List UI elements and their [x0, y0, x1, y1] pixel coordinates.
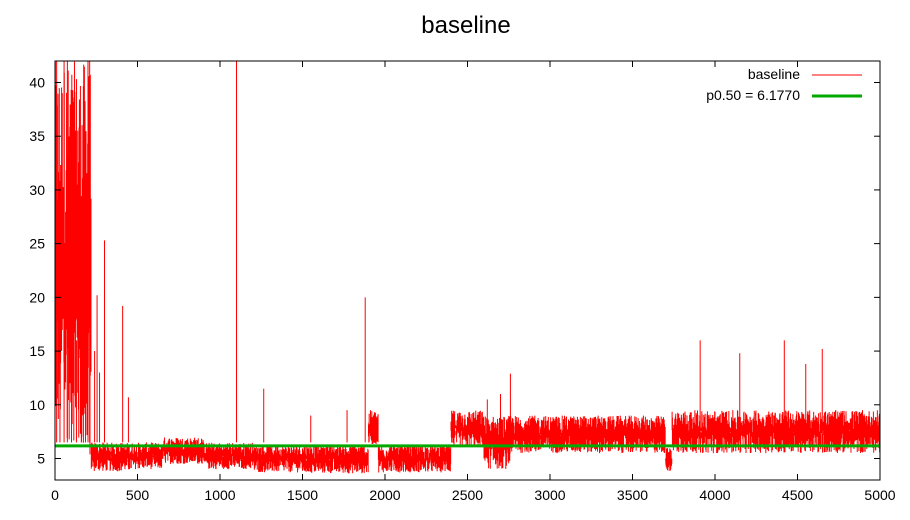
y-tick-label: 35	[29, 128, 45, 144]
y-tick-label: 30	[29, 182, 45, 198]
x-tick-label: 3000	[534, 487, 565, 503]
series-baseline-line	[55, 61, 880, 474]
axes: 0 500 1000 1500 2000 2500 3000 3500 4000 4500 5000…	[29, 60, 896, 503]
y-tick-label: 10	[29, 397, 45, 413]
x-tick-label: 1500	[287, 487, 318, 503]
y-tick-label: 20	[29, 289, 45, 305]
plot-area	[55, 61, 880, 474]
legend-label-p050: p0.50 = 6.1770	[706, 87, 800, 103]
legend: baseline p0.50 = 6.1770	[706, 66, 862, 103]
x-tick-label: 0	[51, 487, 59, 503]
x-tick-label: 2000	[369, 487, 400, 503]
x-tick-label: 5000	[864, 487, 895, 503]
x-tick-label: 4500	[782, 487, 813, 503]
x-tick-label: 2500	[452, 487, 483, 503]
x-tick-label: 3500	[617, 487, 648, 503]
y-tick-label: 15	[29, 343, 45, 359]
legend-label-baseline: baseline	[748, 66, 800, 82]
chart-title: baseline	[421, 12, 510, 39]
x-tick-label: 4000	[699, 487, 730, 503]
y-tick-label: 40	[29, 74, 45, 90]
x-tick-label: 1000	[204, 487, 235, 503]
y-tick-label: 5	[37, 451, 45, 467]
y-tick-label: 25	[29, 236, 45, 252]
x-tick-label: 500	[126, 487, 150, 503]
